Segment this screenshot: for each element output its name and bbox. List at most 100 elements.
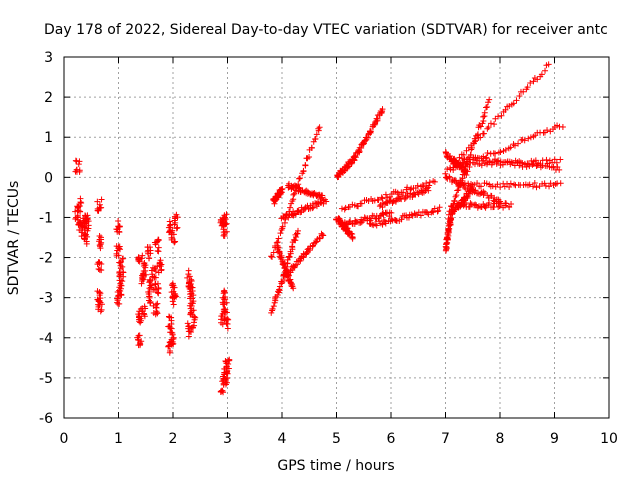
data-point-marker (417, 212, 424, 219)
data-point-marker (490, 197, 497, 204)
data-point-marker (358, 219, 365, 226)
data-point-marker (276, 286, 283, 293)
data-point-marker (285, 214, 292, 221)
data-point-marker (557, 156, 564, 163)
data-point-marker (166, 343, 173, 350)
data-point-marker (316, 235, 323, 242)
data-point-marker (114, 247, 121, 254)
data-point-marker (497, 148, 504, 155)
data-point-marker (79, 229, 86, 236)
data-point-marker (401, 195, 408, 202)
data-point-marker (431, 178, 438, 185)
data-point-marker (120, 269, 127, 276)
data-point-marker (292, 182, 299, 189)
data-point-marker (300, 168, 307, 175)
data-point-marker (302, 162, 309, 169)
data-point-marker (312, 135, 319, 142)
data-point-marker (221, 308, 228, 315)
data-point-marker (116, 277, 123, 284)
data-point-marker (454, 187, 461, 194)
y-axis-label: SDTVAR / TECUs (6, 181, 22, 296)
data-point-marker (140, 267, 147, 274)
data-point-marker (467, 180, 474, 187)
data-point-marker (119, 278, 126, 285)
data-point-marker (486, 200, 493, 207)
data-point-marker (98, 204, 105, 211)
data-point-marker (460, 151, 467, 158)
data-point-marker (168, 338, 175, 345)
data-point-marker (120, 255, 127, 262)
data-point-marker (379, 108, 386, 115)
data-point-marker (171, 217, 178, 224)
data-point-marker (279, 185, 286, 192)
data-point-marker (388, 209, 395, 216)
data-point-marker (450, 167, 457, 174)
data-point-marker (497, 158, 504, 165)
data-point-marker (189, 311, 196, 318)
data-point-marker (434, 208, 441, 215)
data-point-marker (96, 259, 103, 266)
data-point-marker (361, 214, 368, 221)
data-point-marker (444, 234, 451, 241)
data-point-marker (73, 166, 80, 173)
data-point-marker (294, 261, 301, 268)
data-point-marker (277, 230, 284, 237)
data-point-marker (146, 293, 153, 300)
data-point-marker (142, 271, 149, 278)
data-point-marker (269, 253, 276, 260)
data-point-marker (221, 231, 228, 238)
data-point-marker (485, 99, 492, 106)
data-point-marker (552, 180, 559, 187)
y-tick-label: -5 (39, 371, 53, 387)
data-point-marker (530, 78, 537, 85)
data-point-marker (134, 336, 141, 343)
data-point-marker (378, 194, 385, 201)
data-point-marker (149, 271, 156, 278)
data-point-marker (72, 215, 79, 222)
data-point-marker (524, 84, 531, 91)
data-point-marker (404, 184, 411, 191)
data-point-marker (419, 182, 426, 189)
data-point-marker (442, 170, 449, 177)
data-point-marker (375, 196, 382, 203)
data-point-marker (452, 193, 459, 200)
data-point-marker (291, 190, 298, 197)
data-point-marker (376, 203, 383, 210)
data-point-marker (293, 234, 300, 241)
data-point-marker (431, 205, 438, 212)
data-point-marker (372, 120, 379, 127)
data-point-marker (222, 314, 229, 321)
axis-ticks: 0 1 2 3 4 5 6 7 8 9 10 -6 -5 -4 -3 -2 -1 0 1 2 3 (39, 50, 618, 447)
data-point-marker (478, 203, 485, 210)
data-point-marker (373, 222, 380, 229)
chart-title: Day 178 of 2022, Sidereal Day-to-day VTE… (44, 22, 608, 38)
data-point-marker (82, 212, 89, 219)
data-point-marker (85, 225, 92, 232)
y-tick-label: -4 (39, 331, 53, 347)
data-point-marker (96, 243, 103, 250)
data-point-marker (170, 301, 177, 308)
data-point-marker (495, 157, 502, 164)
data-point-marker (481, 109, 488, 116)
data-point-marker (137, 342, 144, 349)
data-point-marker (530, 160, 537, 167)
data-point-marker (287, 204, 294, 211)
data-point-marker (553, 159, 560, 166)
x-tick-label: 4 (278, 431, 287, 447)
data-point-marker (559, 123, 566, 130)
data-point-marker (190, 292, 197, 299)
data-point-marker (158, 266, 165, 273)
data-point-marker (482, 155, 489, 162)
data-point-marker (477, 123, 484, 130)
data-point-marker (188, 324, 195, 331)
data-point-marker (115, 218, 122, 225)
data-point-marker (168, 321, 175, 328)
data-point-marker (360, 140, 367, 147)
data-point-marker (135, 255, 142, 262)
y-tick-label: 1 (44, 130, 53, 146)
data-point-marker (286, 253, 293, 260)
data-point-marker (288, 200, 295, 207)
data-point-marker (222, 296, 229, 303)
data-point-marker (364, 134, 371, 141)
data-point-marker (150, 264, 157, 271)
